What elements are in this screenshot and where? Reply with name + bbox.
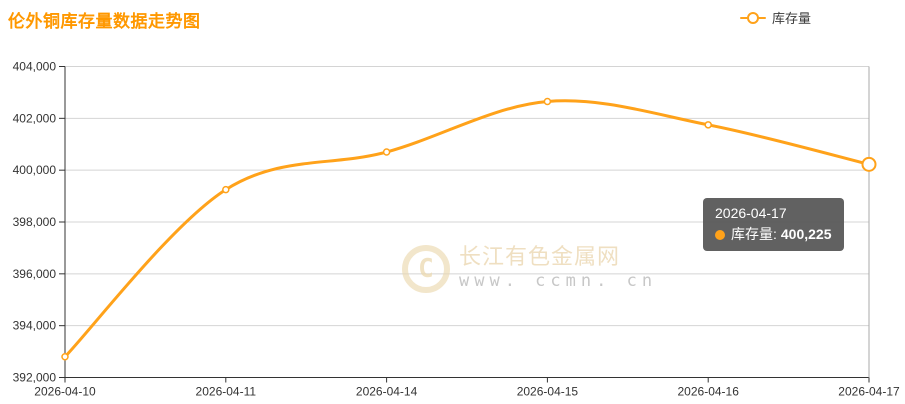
legend-circle-mark [747,11,759,24]
y-axis-label: 400,000 [13,163,57,177]
x-axis-label: 2026-04-11 [196,385,257,399]
y-axis-label: 392,000 [13,371,57,385]
y-axis-label: 398,000 [13,215,57,229]
series-dot-icon [715,229,725,240]
x-axis-label: 2026-04-17 [838,385,900,399]
legend-label: 库存量 [772,11,812,26]
chart-title: 伦外铜库存量数据走势图 [8,12,201,31]
x-axis-label: 2026-04-10 [34,385,96,399]
y-axis-label: 394,000 [13,319,57,333]
legend-item-inventory[interactable]: 库存量 [740,8,811,27]
series-line [63,99,871,359]
tooltip-series-label: 库存量: [731,226,777,242]
x-axis-label: 2026-04-16 [678,385,740,399]
tooltip-series-value: 400,225 [780,226,832,242]
data-point-marker[interactable] [61,353,69,361]
tooltip-date: 2026-04-17 [715,205,787,221]
data-point-marker[interactable] [543,97,552,106]
x-axis-label: 2026-04-14 [356,385,418,399]
data-point-marker[interactable] [382,148,391,156]
data-point-marker[interactable] [222,185,230,194]
x-axis-label: 2026-04-15 [517,385,579,399]
y-axis-label: 396,000 [13,267,57,281]
tooltip-series-row: 库存量: 400,225 [715,225,832,244]
line-series-legend-icon [740,11,766,24]
y-axis-label: 404,000 [13,60,57,74]
tooltip: 2026-04-17 库存量: 400,225 [703,198,844,251]
y-axis-label: 402,000 [13,111,57,125]
data-point-marker[interactable] [704,121,712,129]
data-point-marker-highlighted[interactable] [861,156,877,172]
